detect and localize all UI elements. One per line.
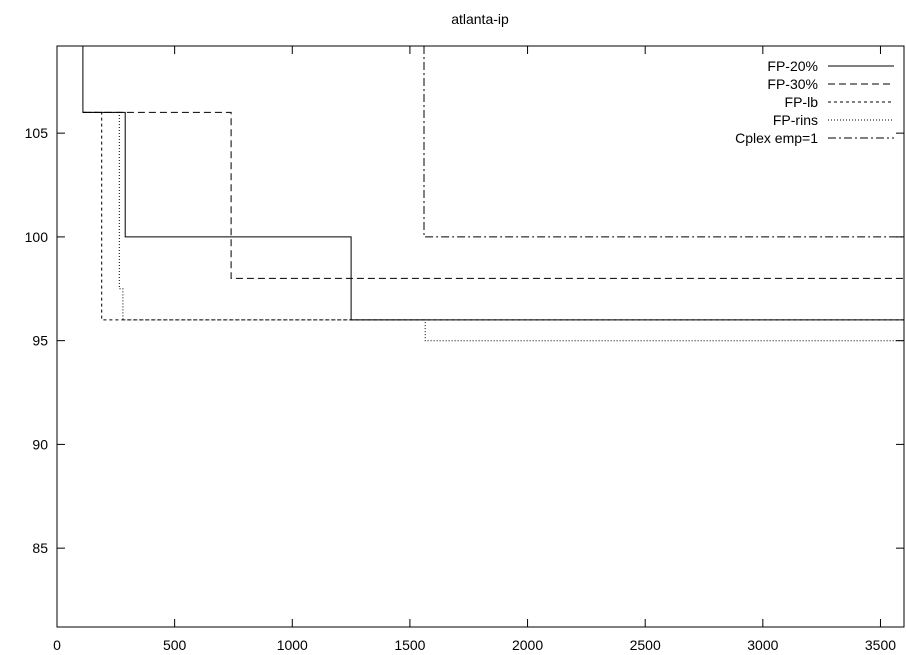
x-axis: 0 500 1000 1500 2000 2500 3000 3500 <box>53 46 896 653</box>
legend-label: FP-30% <box>767 76 818 92</box>
x-tick-label: 500 <box>163 637 187 653</box>
legend-label: FP-lb <box>785 94 819 110</box>
y-tick-label: 105 <box>25 125 49 141</box>
x-tick-label: 3000 <box>747 637 778 653</box>
y-tick-label: 85 <box>32 540 48 556</box>
series-layer <box>82 46 904 342</box>
legend: FP-20% FP-30% FP-lb FP-rins Cplex emp=1 <box>735 58 894 146</box>
y-tick-label: 95 <box>32 333 48 349</box>
series-line-3 <box>82 111 904 342</box>
y-tick-label: 100 <box>25 229 49 245</box>
series-line-4 <box>423 46 904 238</box>
series-line-2 <box>82 111 904 321</box>
series-line-1 <box>82 111 904 279</box>
y-tick-label: 90 <box>32 436 48 452</box>
y-axis: 85 90 95 100 105 <box>25 125 904 556</box>
x-tick-label: 2000 <box>512 637 543 653</box>
x-tick-label: 3500 <box>865 637 896 653</box>
x-tick-label: 1000 <box>277 637 308 653</box>
x-tick-label: 1500 <box>394 637 425 653</box>
legend-label: FP-20% <box>767 58 818 74</box>
x-tick-label: 2500 <box>630 637 661 653</box>
plot-frame <box>56 45 905 628</box>
x-tick-label: 0 <box>53 637 61 653</box>
legend-label: Cplex emp=1 <box>735 130 818 146</box>
legend-label: FP-rins <box>773 112 818 128</box>
chart-title: atlanta-ip <box>451 11 509 27</box>
